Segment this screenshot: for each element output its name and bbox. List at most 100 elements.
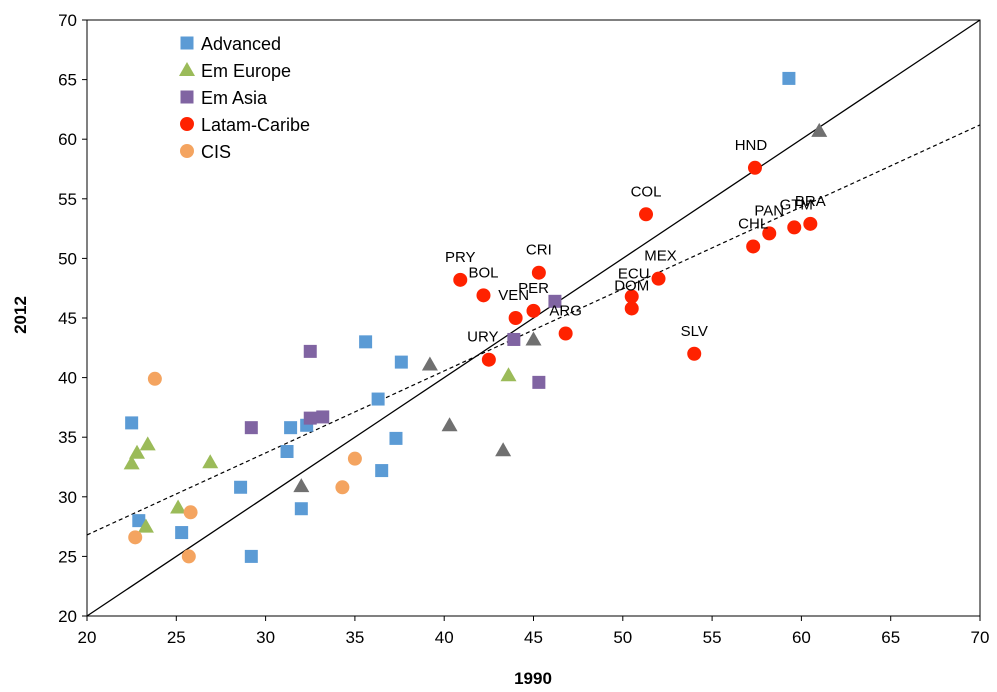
point-label: PRY <box>445 249 476 266</box>
advanced-point <box>359 335 373 349</box>
advanced-point <box>234 480 248 494</box>
point-label: MEX <box>644 248 677 265</box>
latam-caribe-point <box>639 207 654 222</box>
axes: 20 25 30 35 40 45 50 55 60 65 70 20 25 30 35 40 45 50 55 60… <box>58 11 989 647</box>
em-europe-point <box>202 454 219 469</box>
em-europe-point <box>129 444 146 459</box>
advanced-point <box>125 416 139 430</box>
em-europe-point <box>137 518 154 533</box>
latam-caribe-point <box>508 311 523 325</box>
y-axis-title: 2012 <box>11 296 30 334</box>
legend-label: CIS <box>201 142 231 162</box>
y-tick-label: 60 <box>58 130 77 149</box>
em-asia-point <box>507 332 521 346</box>
latam-caribe-point <box>651 271 666 286</box>
advanced-point <box>244 549 258 563</box>
legend-marker <box>180 144 194 158</box>
point-label: PER <box>518 280 549 297</box>
x-tick-label: 70 <box>971 628 990 647</box>
em-europe-point <box>139 436 156 451</box>
advanced-point <box>375 464 389 478</box>
other-point <box>441 417 458 432</box>
advanced-point <box>175 526 189 540</box>
reference-lines <box>86 19 981 617</box>
advanced-point <box>284 421 298 435</box>
latam-caribe-point <box>624 301 639 316</box>
y-tick-label: 25 <box>58 547 77 566</box>
advanced-point <box>782 71 796 85</box>
point-label: URY <box>467 329 498 346</box>
x-axis-title: 1990 <box>514 669 552 688</box>
point-label: CHL <box>738 215 768 232</box>
data-points <box>123 71 828 564</box>
cis-point <box>335 480 350 495</box>
legend-marker <box>179 62 195 76</box>
x-tick-label: 55 <box>703 628 722 647</box>
advanced-point <box>389 431 403 445</box>
y-tick-label: 30 <box>58 488 77 507</box>
em-asia-point <box>244 421 258 435</box>
other-point <box>495 442 512 457</box>
y-tick-label: 55 <box>58 190 77 209</box>
y-tick-label: 35 <box>58 428 77 447</box>
x-tick-label: 40 <box>435 628 454 647</box>
legend-marker <box>180 90 194 104</box>
cis-point <box>183 505 198 520</box>
point-label: BRA <box>795 193 826 210</box>
x-tick-label: 35 <box>345 628 364 647</box>
other-point <box>811 122 828 137</box>
point-label: ECU <box>618 266 650 283</box>
x-tick-label: 45 <box>524 628 543 647</box>
em-asia-point <box>316 410 330 424</box>
x-tick-label: 30 <box>256 628 275 647</box>
em-asia-point <box>303 344 317 358</box>
latam-caribe-point <box>476 288 491 303</box>
latam-caribe-point <box>453 272 468 287</box>
advanced-point <box>280 445 294 459</box>
y-tick-label: 45 <box>58 309 77 328</box>
x-tick-label: 60 <box>792 628 811 647</box>
x-tick-label: 65 <box>881 628 900 647</box>
point-label: BOL <box>468 264 498 281</box>
latam-caribe-point <box>687 346 702 361</box>
point-label: COL <box>631 183 662 200</box>
latam-caribe-point <box>747 160 762 175</box>
advanced-point <box>371 392 385 406</box>
other-point <box>421 356 438 371</box>
y-tick-label: 65 <box>58 71 77 90</box>
y-tick-label: 50 <box>58 249 77 268</box>
y-tick-label: 70 <box>58 11 77 30</box>
legend-label: Em Asia <box>201 88 268 108</box>
latam-caribe-point <box>762 226 777 241</box>
point-label: ARG <box>549 302 582 319</box>
legend: Advanced Em Europe Em Asia Latam-Caribe CIS <box>179 34 310 162</box>
latam-caribe-point <box>803 216 818 231</box>
latam-caribe-point <box>481 352 496 367</box>
diagonal-line <box>86 19 981 617</box>
legend-label: Em Europe <box>201 61 291 81</box>
x-tick-label: 25 <box>167 628 186 647</box>
cis-point <box>181 549 196 564</box>
latam-caribe-point <box>558 326 573 341</box>
trend-line <box>86 124 981 536</box>
point-label: DOM <box>614 277 649 294</box>
point-label: PAN <box>754 202 784 219</box>
latam-caribe-point <box>526 303 541 318</box>
legend-marker <box>180 117 194 131</box>
latam-caribe-point <box>624 289 639 304</box>
y-tick-label: 40 <box>58 369 77 388</box>
cis-point <box>147 371 162 386</box>
point-label: HND <box>735 137 768 154</box>
latam-caribe-point <box>746 239 761 254</box>
em-asia-point <box>532 375 546 389</box>
other-point <box>293 478 310 493</box>
latam-caribe-point <box>531 265 546 280</box>
legend-label: Latam-Caribe <box>201 115 310 135</box>
other-point <box>525 331 542 346</box>
cis-point <box>128 530 143 545</box>
point-label: VEN <box>498 287 529 304</box>
advanced-point <box>394 355 408 369</box>
em-europe-point <box>500 367 517 382</box>
